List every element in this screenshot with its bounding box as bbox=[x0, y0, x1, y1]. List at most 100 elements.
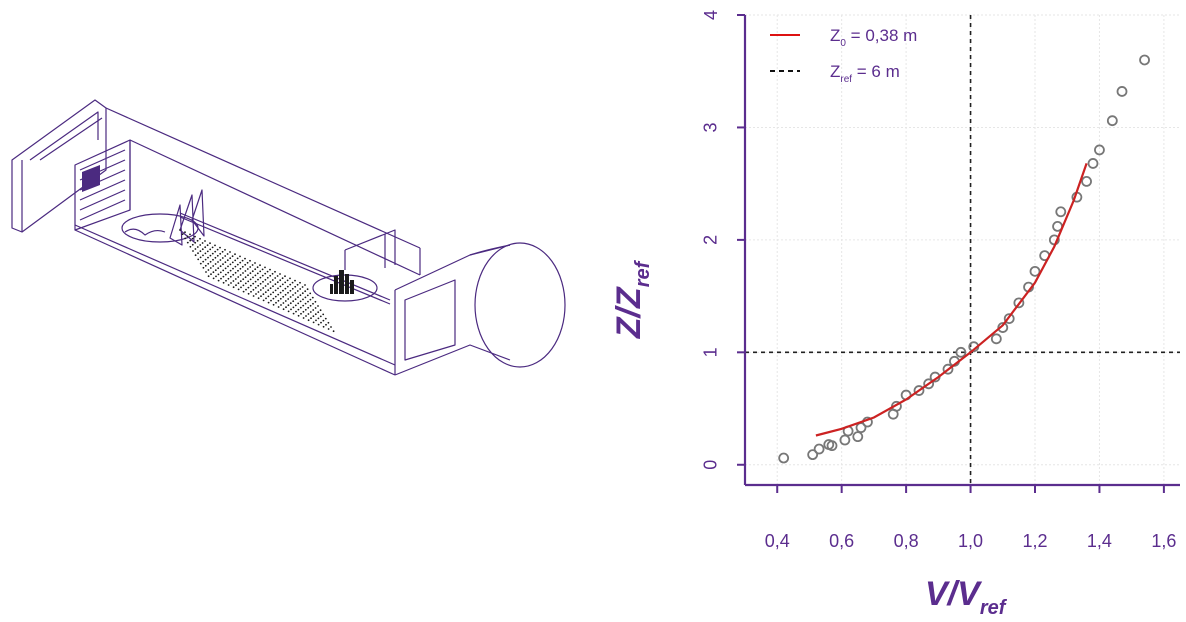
roughness-dot bbox=[254, 286, 257, 289]
roughness-dot bbox=[196, 239, 199, 242]
roughness-dot bbox=[239, 261, 242, 264]
roughness-dot bbox=[231, 255, 234, 258]
roughness-dot bbox=[212, 271, 215, 274]
roughness-dot bbox=[211, 246, 214, 249]
roughness-dot bbox=[249, 259, 251, 262]
roughness-dot bbox=[292, 294, 294, 296]
data-point bbox=[997, 322, 1009, 333]
roughness-dot bbox=[280, 304, 282, 306]
roughness-dot bbox=[306, 294, 309, 297]
roughness-dot bbox=[257, 291, 260, 293]
roughness-dot bbox=[189, 233, 191, 236]
roughness-dot bbox=[279, 285, 282, 288]
roughness-dot bbox=[311, 296, 314, 299]
roughness-dot bbox=[239, 267, 242, 270]
roughness-dot bbox=[246, 261, 249, 264]
x-tick-label: 0,4 bbox=[765, 531, 790, 551]
grid bbox=[745, 14, 1180, 485]
roughness-dot bbox=[265, 297, 267, 300]
roughness-dot bbox=[201, 242, 204, 244]
x-tick-label: 1,6 bbox=[1151, 531, 1176, 551]
roughness-dot bbox=[212, 277, 215, 280]
roughness-dot bbox=[240, 286, 242, 289]
x-tick-label: 0,8 bbox=[894, 531, 919, 551]
roughness-dot bbox=[232, 286, 235, 289]
roughness-dot bbox=[262, 280, 264, 283]
roughness-dot bbox=[294, 304, 297, 307]
roughness-dot bbox=[257, 278, 259, 281]
roughness-dot bbox=[259, 282, 262, 285]
data-point bbox=[826, 440, 838, 452]
roughness-dot bbox=[259, 289, 262, 291]
roughness-dot bbox=[259, 264, 261, 267]
roughness-dot bbox=[237, 269, 239, 272]
roughness-dot bbox=[235, 284, 237, 287]
data-points bbox=[778, 54, 1150, 464]
x-tick-label: 0,6 bbox=[829, 531, 854, 551]
roughness-dot bbox=[269, 287, 272, 290]
roughness-dot bbox=[217, 279, 220, 282]
roughness-dot bbox=[259, 276, 262, 279]
roughness-dot bbox=[299, 306, 302, 309]
roughness-dot bbox=[277, 287, 279, 290]
roughness-dot bbox=[204, 246, 207, 249]
roughness-dot bbox=[199, 256, 202, 259]
roughness-dot bbox=[207, 256, 209, 259]
roughness-dot bbox=[312, 302, 314, 305]
roughness-dot bbox=[222, 269, 225, 272]
data-point bbox=[1087, 158, 1099, 169]
roughness-dot bbox=[247, 292, 250, 295]
roughness-dot bbox=[189, 239, 192, 242]
roughness-dot bbox=[255, 293, 257, 295]
roughness-dot bbox=[217, 267, 220, 270]
roughness-dot bbox=[289, 283, 292, 286]
roughness-dot bbox=[224, 267, 227, 270]
roughness-dot bbox=[194, 235, 196, 238]
roughness-dot bbox=[309, 304, 312, 307]
roughness-dot bbox=[237, 288, 240, 291]
roughness-dot bbox=[312, 321, 315, 324]
roughness-dot bbox=[209, 254, 212, 257]
roughness-dot bbox=[207, 269, 210, 271]
roughness-dot bbox=[204, 264, 207, 267]
roughness-dot bbox=[287, 291, 289, 294]
roughness-dot bbox=[286, 279, 289, 282]
roughness-dot bbox=[299, 288, 302, 290]
roughness-dot bbox=[297, 314, 300, 317]
roughness-dot bbox=[229, 269, 232, 272]
roughness-dot bbox=[251, 270, 254, 273]
roughness-dot bbox=[274, 270, 276, 273]
roughness-dot bbox=[232, 273, 235, 276]
roughness-dot bbox=[206, 250, 209, 253]
roughness-dot bbox=[264, 291, 267, 294]
roughness-dot bbox=[252, 295, 255, 297]
roughness-dot bbox=[245, 288, 247, 291]
roughness-dot bbox=[301, 292, 304, 295]
roughness-dot bbox=[272, 285, 274, 288]
roughness-dot bbox=[244, 270, 247, 272]
roughness-dot bbox=[287, 304, 290, 307]
roughness-dot bbox=[214, 263, 217, 265]
roughness-dot bbox=[284, 300, 287, 302]
roughness-dot bbox=[209, 248, 212, 251]
roughness-dot bbox=[192, 250, 194, 252]
data-point bbox=[1116, 86, 1128, 97]
legend: Z0 = 0,38 m Zref = 6 m bbox=[770, 26, 917, 85]
roughness-dot bbox=[267, 289, 270, 292]
roughness-dot bbox=[319, 315, 322, 318]
data-point bbox=[1081, 176, 1092, 187]
roughness-dot bbox=[300, 312, 302, 315]
roughness-dot bbox=[261, 274, 264, 277]
roughness-dot bbox=[317, 311, 320, 314]
roughness-dot bbox=[289, 277, 291, 280]
roughness-dot bbox=[197, 258, 200, 261]
roughness-dot bbox=[292, 300, 295, 303]
roughness-dot bbox=[277, 293, 280, 296]
x-tick-label: 1,2 bbox=[1022, 531, 1047, 551]
roughness-dot bbox=[261, 268, 264, 271]
roughness-dot bbox=[267, 283, 269, 285]
roughness-dot bbox=[204, 258, 207, 261]
roughness-dot bbox=[277, 306, 280, 308]
roughness-dot bbox=[225, 279, 227, 282]
